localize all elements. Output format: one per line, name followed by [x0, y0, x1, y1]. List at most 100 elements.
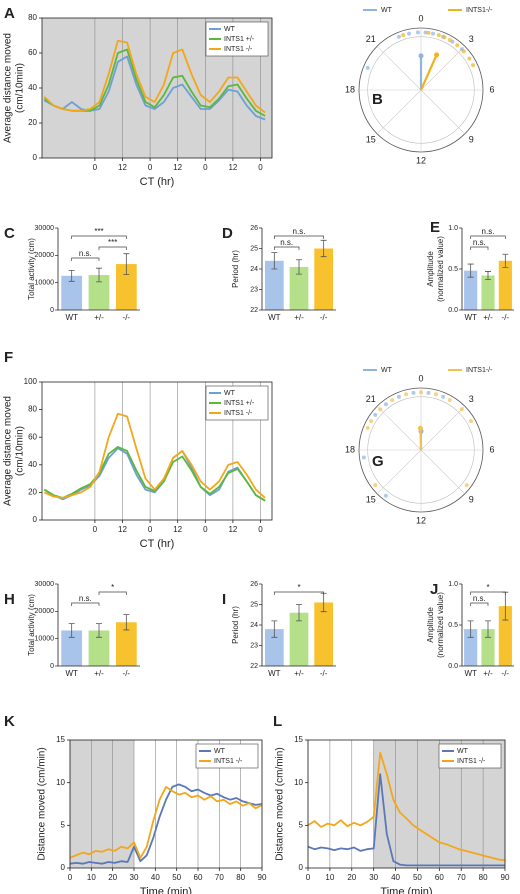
axes [461, 584, 514, 667]
significance-bracket [98, 246, 127, 250]
x-tick-label: 0 [203, 525, 208, 534]
hour-label: 15 [366, 495, 376, 505]
hour-label: 9 [469, 495, 474, 505]
x-tick-label: +/- [94, 313, 104, 322]
panel-letter: E [430, 219, 440, 236]
phase-point [365, 425, 370, 430]
significance-bracket [273, 591, 325, 595]
y-tick-label: 26 [250, 225, 258, 232]
x-tick-label: 12 [228, 163, 237, 172]
phase-point [426, 30, 431, 35]
bar [264, 629, 284, 666]
panel-letter: L [273, 713, 282, 730]
series-line [307, 751, 506, 862]
y-tick-label: 0.5 [448, 622, 458, 629]
x-tick-label: 40 [391, 873, 400, 882]
mean-vector-head [418, 53, 424, 59]
bar [481, 275, 495, 310]
y-tick-label: 0 [33, 153, 38, 162]
mean-vector-head [417, 425, 423, 431]
y-tick-label: 0 [50, 663, 54, 670]
axes [57, 228, 140, 311]
error-bar [485, 271, 491, 281]
hour-label: 3 [469, 394, 474, 404]
legend-label: INTS1-/- [466, 7, 493, 14]
x-tick-label: 50 [413, 873, 422, 882]
y-axis-label: Amplitude [426, 251, 435, 287]
polar-spoke [420, 449, 466, 495]
polar-spoke [420, 405, 466, 451]
panel-letter: I [222, 591, 226, 608]
significance-label: n.s. [79, 594, 92, 603]
significance-bracket [470, 246, 489, 250]
significance-bracket [71, 235, 127, 239]
y-tick-label: 0 [299, 863, 304, 872]
legend-label: WT [457, 748, 469, 755]
x-tick-label: -/- [502, 313, 510, 322]
y-tick-label: 10 [294, 778, 303, 787]
phase-point [373, 483, 378, 488]
y-axis-label: Total activity (cm) [27, 594, 36, 656]
hour-label: 0 [418, 13, 423, 23]
x-tick-label: -/- [320, 313, 328, 322]
axes [261, 228, 336, 311]
polar-spoke [376, 405, 422, 451]
y-tick-label: 5 [299, 820, 304, 829]
x-tick-label: 0 [258, 163, 263, 172]
significance-bracket [470, 602, 489, 606]
legend-label: INTS1 -/- [457, 758, 486, 765]
y-tick-label: 1.0 [448, 581, 458, 588]
bar [289, 266, 309, 310]
x-tick-label: 12 [118, 525, 127, 534]
error-bar [271, 620, 278, 638]
phase-point [468, 419, 473, 424]
bar [115, 264, 137, 310]
phase-point [361, 455, 366, 460]
y-axis-label: Period (hr) [231, 606, 240, 644]
significance-label: *** [108, 238, 117, 247]
y-tick-label: 0.0 [448, 663, 458, 670]
legend-box [195, 743, 259, 769]
significance-label: n.s. [473, 594, 486, 603]
series-line [69, 783, 263, 865]
x-tick-label: WT [65, 313, 78, 322]
error-bar [467, 620, 474, 638]
panel-letter: G [372, 453, 384, 470]
significance-bracket [273, 246, 300, 250]
x-tick-label: 12 [173, 163, 182, 172]
y-tick-label: 5 [61, 820, 66, 829]
x-axis-label: Time (min) [380, 886, 432, 894]
x-tick-label: 0 [306, 873, 311, 882]
hour-label: 6 [489, 84, 494, 94]
error-bar [271, 252, 278, 270]
x-tick-label: 12 [118, 163, 127, 172]
error-bar [485, 620, 491, 638]
phase-point [396, 394, 401, 399]
x-tick-label: 30 [369, 873, 378, 882]
x-tick-label: 30 [130, 873, 139, 882]
significance-label: n.s. [79, 249, 92, 258]
x-tick-label: 70 [457, 873, 466, 882]
x-tick-label: 90 [258, 873, 267, 882]
x-tick-label: 80 [479, 873, 488, 882]
error-bar [502, 253, 509, 268]
hour-label: 18 [345, 444, 355, 454]
hour-label: 21 [366, 34, 376, 44]
y-tick-label: 10 [56, 778, 65, 787]
panel-letter: C [4, 225, 15, 242]
x-axis-label: Time (min) [140, 886, 192, 894]
phase-point [426, 390, 431, 395]
x-tick-label: 10 [325, 873, 334, 882]
panel-letter: B [372, 91, 383, 108]
error-bar [467, 263, 474, 278]
y-tick-label: 20 [28, 488, 37, 497]
y-axis-label: (cm/10min) [15, 426, 26, 476]
y-tick-label: 0 [61, 863, 66, 872]
polar-spoke [376, 89, 422, 135]
hour-label: 21 [366, 394, 376, 404]
series-line [43, 39, 266, 114]
phase-point [467, 56, 472, 61]
legend-label: WT [381, 7, 393, 14]
panel-letter: J [430, 581, 438, 598]
y-axis-label: Period (hr) [231, 250, 240, 288]
